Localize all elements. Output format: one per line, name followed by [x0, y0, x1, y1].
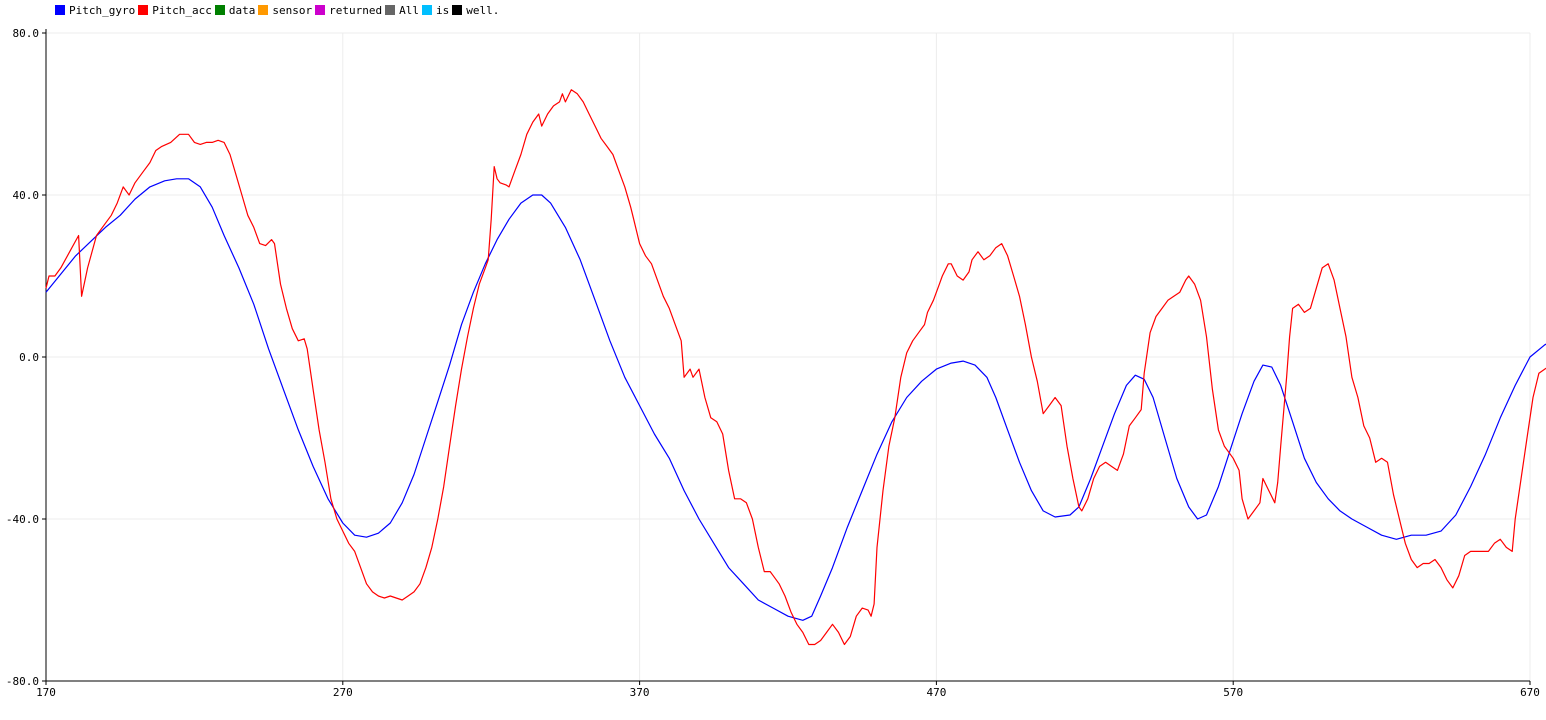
legend-swatch — [385, 5, 396, 15]
legend-swatch — [258, 5, 269, 15]
x-tick-label: 470 — [926, 686, 946, 699]
y-tick-label: 40.0 — [13, 189, 40, 202]
legend-label: Pitch_gyro — [69, 3, 136, 17]
legend-swatch — [315, 5, 326, 15]
legend-item: Pitch_gyro — [55, 4, 135, 17]
legend-item: returned — [315, 4, 382, 17]
x-tick-label: 270 — [333, 686, 353, 699]
chart-series — [45, 89, 1546, 646]
y-tick-label: 0.0 — [19, 351, 39, 364]
legend-item: is — [421, 3, 450, 17]
legend-label: All — [399, 3, 419, 17]
legend-swatch — [214, 5, 225, 15]
legend-item: All — [385, 4, 419, 17]
legend-swatch — [55, 5, 65, 15]
legend-item: well. — [452, 4, 499, 17]
legend-swatch — [138, 5, 149, 15]
legend-label: sensor — [272, 3, 313, 17]
chart-grid — [45, 32, 1531, 682]
legend-swatch — [452, 5, 463, 15]
legend-label: returned — [329, 3, 383, 17]
y-tick-label: 80.0 — [13, 27, 40, 40]
y-tick-label: -80.0 — [6, 675, 39, 688]
chart-ticks: 170 270 370 470 570 670 80.0 40.0 0.0 -40.0 -80.0 — [6, 27, 1540, 699]
x-tick-label: 370 — [630, 686, 650, 699]
legend-item: sensor — [258, 4, 312, 17]
legend-label: Pitch_acc — [152, 3, 212, 17]
legend-label: is — [435, 3, 450, 17]
x-tick-label: 570 — [1223, 686, 1243, 699]
series-line-pitch-acc — [45, 89, 1546, 646]
y-tick-label: -40.0 — [6, 513, 39, 526]
legend-label: data — [228, 3, 256, 17]
x-tick-label: 670 — [1520, 686, 1540, 699]
legend-swatch — [421, 5, 432, 15]
chart-legend: Pitch_gyro Pitch_acc data sensor returned All… — [55, 2, 502, 18]
series-line-pitch-gyro — [45, 178, 1546, 621]
legend-item: data — [214, 3, 256, 17]
legend-item: Pitch_acc — [138, 4, 212, 17]
x-tick-label: 170 — [36, 686, 56, 699]
legend-label: well. — [466, 3, 500, 17]
